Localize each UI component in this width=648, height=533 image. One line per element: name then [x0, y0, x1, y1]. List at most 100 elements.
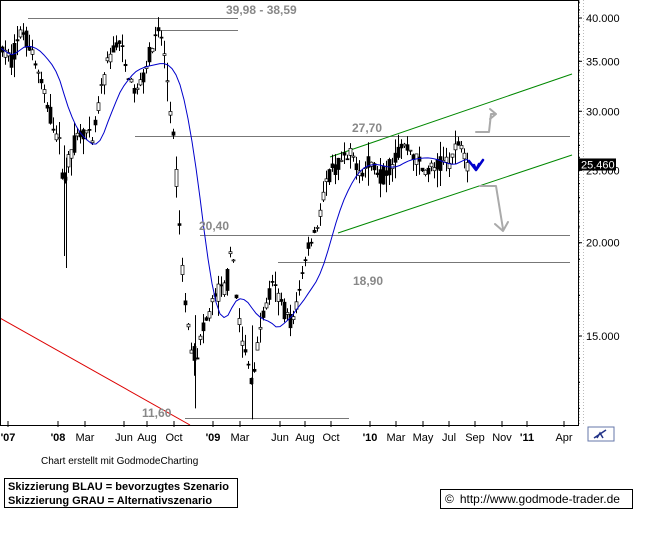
- candle: [186, 322, 191, 331]
- candle: [156, 17, 161, 38]
- candle: [300, 265, 305, 280]
- time-tick-label: Jun: [115, 432, 133, 444]
- candle: [183, 292, 188, 313]
- candle: [360, 169, 365, 181]
- candle: [36, 69, 41, 84]
- candle: [246, 360, 251, 369]
- candle: [222, 280, 227, 297]
- candle: [279, 292, 284, 306]
- candle: [45, 102, 50, 113]
- candle: [48, 94, 53, 125]
- candle: [153, 26, 158, 51]
- candle: [117, 40, 122, 52]
- candle: [54, 125, 59, 142]
- source-link[interactable]: © http://www.godmode-trader.de: [440, 489, 633, 509]
- level-label: 18,90: [353, 274, 383, 288]
- candle: [228, 246, 233, 258]
- candle: [69, 149, 74, 176]
- legend-blue-text: Skizzierung BLAU = bevorzugtes Szenario: [8, 481, 229, 493]
- time-tick-label: Oct: [165, 432, 182, 444]
- candle: [462, 148, 467, 169]
- plot-frame: [0, 0, 579, 426]
- candle: [102, 72, 107, 95]
- candle: [372, 161, 377, 175]
- last-price-badge: [578, 158, 616, 171]
- price-tick-label: 40.000: [586, 13, 620, 25]
- time-tick-label: Oct: [322, 432, 339, 444]
- candle: [15, 25, 20, 56]
- candle: [264, 297, 269, 310]
- copyright-icon: ©: [445, 492, 454, 506]
- candle: [459, 141, 464, 153]
- candle: [453, 130, 458, 164]
- candle: [429, 160, 434, 172]
- scenario-legend: Skizzierung BLAU = bevorzugtes Szenario …: [4, 478, 238, 508]
- legend-grey-text: Skizzierung GRAU = Alternativszenario: [8, 495, 213, 507]
- candle: [174, 156, 179, 198]
- candle: [339, 151, 344, 163]
- level-label: 11,60: [142, 406, 172, 420]
- time-tick-label: '07: [1, 432, 16, 444]
- time-tick-label: Jun: [271, 432, 289, 444]
- candle: [96, 96, 101, 114]
- level-label: 39,98 - 38,59: [226, 3, 297, 17]
- level-label: 27,70: [352, 121, 382, 135]
- candle: [33, 60, 38, 69]
- candle: [297, 280, 302, 296]
- candle: [120, 34, 125, 63]
- candle: [336, 157, 341, 181]
- candle: [450, 153, 455, 164]
- last-price-label: 25.460: [581, 159, 615, 171]
- candle: [138, 72, 143, 87]
- candle: [396, 134, 401, 160]
- candle: [306, 236, 311, 256]
- candle: [318, 203, 323, 226]
- candle: [225, 268, 230, 296]
- trend-channel-line: [337, 154, 573, 234]
- preferred-scenario-arrow: [467, 158, 485, 172]
- candle: [255, 336, 260, 351]
- candle: [72, 123, 77, 156]
- candle: [285, 308, 290, 321]
- candle: [168, 101, 173, 124]
- alternative-scenario-arrow: [475, 108, 497, 133]
- candle: [321, 181, 326, 202]
- candle: [147, 42, 152, 67]
- candle: [204, 316, 209, 322]
- source-url: http://www.godmode-trader.de: [459, 492, 620, 506]
- time-tick-label: Mar: [231, 432, 250, 444]
- candle: [261, 306, 266, 321]
- time-tick-label: Apr: [555, 432, 572, 444]
- candle: [270, 274, 275, 287]
- price-tick-label: 35.000: [586, 56, 620, 68]
- price-tick-label: 15.000: [586, 331, 620, 343]
- candle: [315, 225, 320, 232]
- pencil-icon: [593, 429, 607, 439]
- candle: [84, 130, 89, 141]
- candle: [111, 36, 116, 53]
- candle: [135, 83, 140, 95]
- time-tick-label: Nov: [492, 432, 512, 444]
- candle: [405, 136, 410, 156]
- candle: [243, 334, 248, 356]
- candle: [87, 116, 92, 138]
- candle: [288, 304, 293, 337]
- candle: [114, 35, 119, 51]
- candle: [231, 258, 236, 263]
- time-tick-label: Aug: [295, 432, 315, 444]
- candle: [345, 154, 350, 161]
- candle: [42, 84, 47, 103]
- trend-channel-line: [329, 73, 573, 158]
- candle: [240, 326, 245, 358]
- candle: [276, 288, 281, 316]
- candle: [237, 308, 242, 333]
- candle: [282, 298, 287, 323]
- candle: [210, 295, 215, 316]
- time-tick-label: '08: [51, 432, 66, 444]
- candle: [426, 165, 431, 183]
- time-tick-label: Mar: [387, 432, 406, 444]
- moving-average-line: [0, 45, 469, 328]
- candle: [159, 30, 164, 46]
- candle: [171, 128, 176, 140]
